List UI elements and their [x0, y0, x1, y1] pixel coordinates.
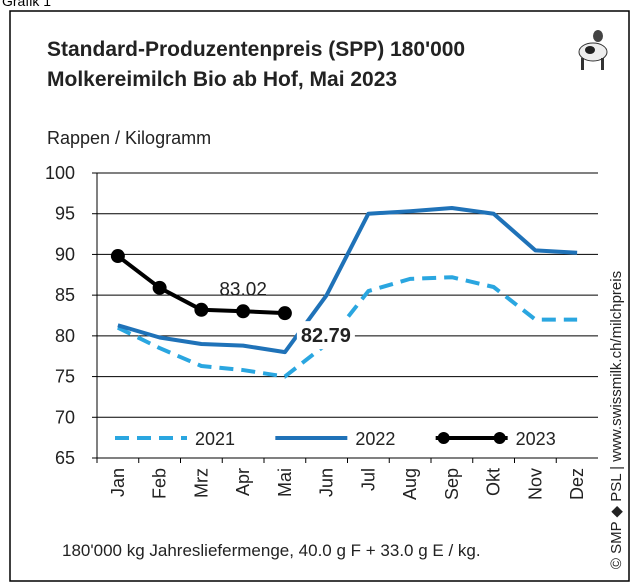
data-label: 82.79	[301, 325, 351, 347]
legend-marker	[494, 432, 506, 444]
x-tick-label: Mrz	[191, 468, 211, 498]
y-tick-label: 65	[55, 448, 75, 468]
marker	[278, 306, 292, 320]
y-tick-label: 80	[55, 326, 75, 346]
footnote: 180'000 kg Jahresliefermenge, 40.0 g F +…	[62, 541, 481, 560]
legend-label: 2022	[355, 429, 395, 449]
y-tick-label: 90	[55, 244, 75, 264]
legend-label: 2023	[516, 429, 556, 449]
legend-label: 2021	[195, 429, 235, 449]
x-tick-label: Jan	[108, 468, 128, 497]
y-tick-label: 95	[55, 204, 75, 224]
x-tick-label: Jun	[317, 468, 337, 497]
chart: Grafik 1 Standard-Produzentenpreis (SPP)…	[0, 0, 637, 583]
y-tick-label: 70	[55, 407, 75, 427]
x-tick-label: Nov	[525, 468, 545, 500]
y-tick-label: 100	[45, 163, 75, 183]
header: Grafik 1	[2, 0, 51, 9]
x-tick-label: Jul	[358, 468, 378, 491]
x-tick-label: Aug	[400, 468, 420, 500]
x-tick-label: Okt	[484, 468, 504, 496]
data-label: 83.02	[219, 279, 267, 300]
chart-title: Standard-Produzentenpreis (SPP) 180'000	[47, 38, 465, 61]
chart-subtitle: Molkereimilch Bio ab Hof, Mai 2023	[47, 68, 397, 91]
y-tick-label: 75	[55, 367, 75, 387]
legend-marker	[438, 432, 450, 444]
marker	[236, 304, 250, 318]
marker	[111, 249, 125, 263]
x-tick-label: Feb	[150, 468, 170, 499]
x-tick-label: Mai	[275, 468, 295, 497]
source: © SMP ◆ PSL | www.swissmilk.ch/milchprei…	[608, 271, 625, 569]
x-tick-label: Dez	[567, 468, 587, 500]
y-axis-label: Rappen / Kilogramm	[47, 128, 211, 148]
marker	[194, 303, 208, 317]
y-tick-label: 85	[55, 285, 75, 305]
x-tick-label: Sep	[442, 468, 462, 500]
cow-icon	[579, 30, 607, 70]
marker	[153, 281, 167, 295]
x-tick-label: Apr	[233, 468, 253, 496]
